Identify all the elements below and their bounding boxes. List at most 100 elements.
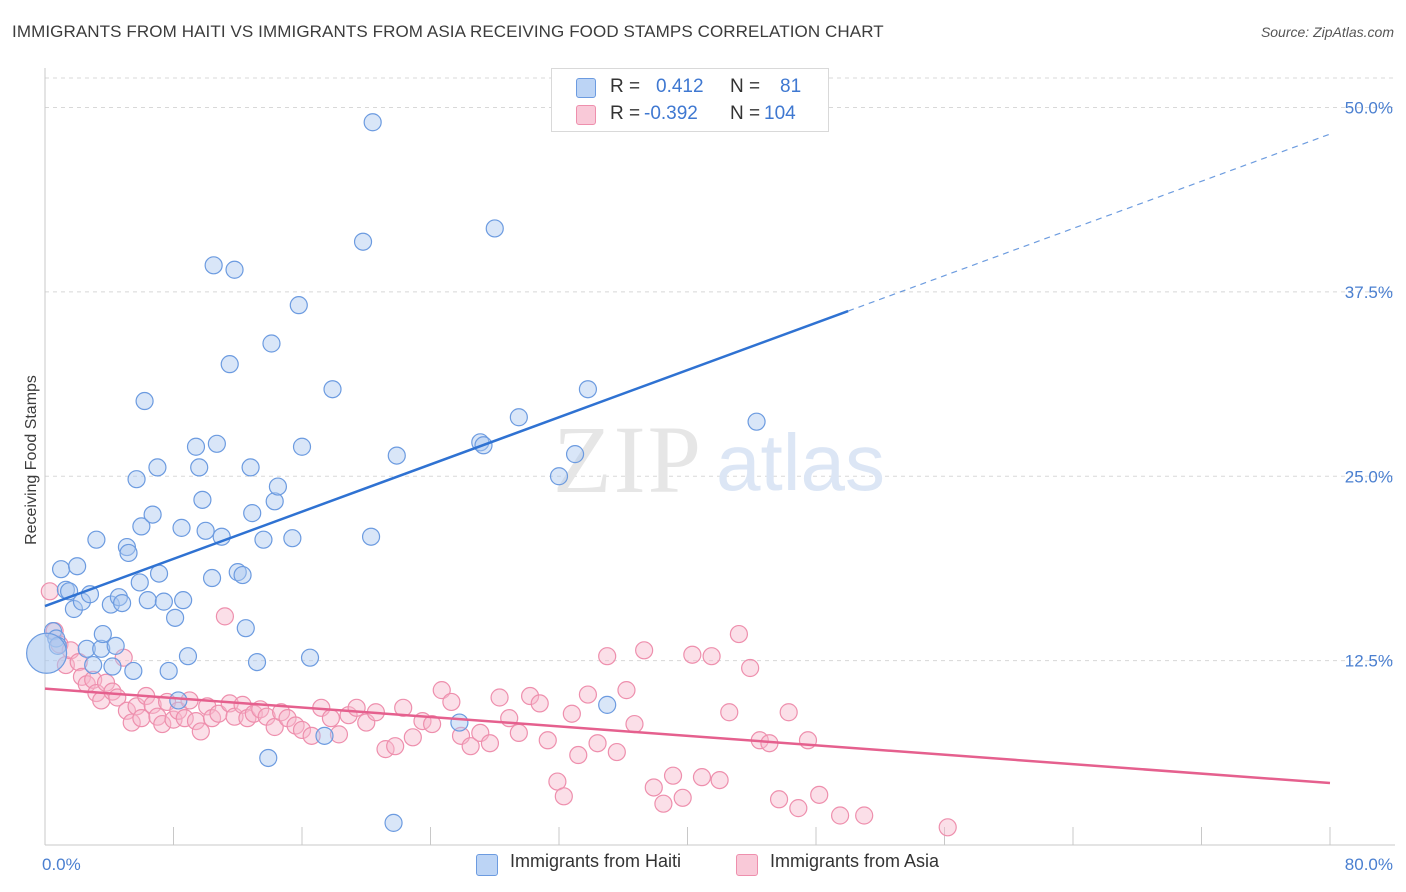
asia-point — [394, 698, 413, 717]
asia-n-value: 104 — [764, 103, 796, 124]
asia-point — [169, 701, 188, 720]
asia-r-value: -0.392 — [644, 103, 698, 124]
haiti-point — [565, 445, 585, 464]
asia-n-label: N = — [730, 103, 761, 124]
asia-point — [830, 806, 850, 825]
haiti-point — [265, 492, 284, 511]
y-axis-label: Receiving Food Stamps — [23, 375, 40, 545]
asia-point — [122, 713, 141, 732]
haiti-n-value: 81 — [780, 76, 802, 97]
haiti-point — [323, 380, 342, 399]
haiti-point — [363, 113, 382, 132]
asia-point — [607, 742, 626, 762]
y-tick-label: 25.0% — [1345, 467, 1393, 486]
asia-point — [538, 731, 557, 750]
haiti-point — [202, 568, 222, 588]
legend-haiti-label: Immigrants from Haiti — [510, 851, 682, 871]
axes-layer — [44, 68, 1395, 846]
haiti-point — [148, 458, 167, 477]
tick-labels: 12.5% 25.0% 37.5% 50.0% 0.0% 80.0% — [42, 99, 1393, 875]
chart-title: IMMIGRANTS FROM HAITI VS IMMIGRANTS FROM… — [12, 22, 884, 41]
y-tick-label: 12.5% — [1345, 652, 1393, 671]
haiti-point — [127, 470, 146, 489]
haiti-point — [289, 296, 308, 315]
asia-point — [321, 709, 341, 728]
asia-point — [509, 723, 528, 743]
legend-haiti-swatch — [476, 854, 498, 876]
haiti-point — [578, 380, 598, 399]
asia-point — [729, 624, 749, 644]
asia-point — [442, 692, 461, 712]
haiti-point — [186, 437, 206, 456]
asia-point — [810, 785, 829, 804]
asia-point — [69, 652, 88, 672]
asia-point — [554, 787, 573, 806]
haiti-point — [166, 608, 185, 627]
legend-row-asia: R = -0.392 N = 104 — [552, 101, 828, 127]
asia-point — [292, 720, 312, 740]
haiti-point — [268, 477, 288, 496]
haiti-point — [124, 661, 143, 681]
y-tick-label: 50.0% — [1345, 99, 1393, 118]
asia-point — [617, 681, 636, 700]
asia-point — [644, 778, 663, 797]
asia-point — [654, 794, 673, 813]
asia-swatch — [576, 105, 596, 125]
asia-point — [403, 728, 422, 747]
asia-point — [938, 818, 957, 837]
legend-asia-swatch — [736, 854, 758, 876]
haiti-point — [233, 565, 252, 585]
asia-r-label: R = — [610, 103, 641, 124]
haiti-point — [169, 691, 188, 710]
asia-point — [40, 582, 59, 601]
legend-asia-label: Immigrants from Asia — [770, 851, 940, 871]
haiti-point — [509, 408, 528, 427]
asia-point — [769, 790, 789, 809]
asia-point — [103, 682, 122, 701]
haiti-point — [243, 504, 262, 523]
asia-point — [692, 768, 712, 787]
legend-row-haiti: R = 0.412 N = 81 — [552, 74, 828, 100]
haiti-point — [220, 355, 239, 374]
trend-layer — [44, 133, 1331, 785]
haiti-point — [598, 695, 617, 714]
haiti-point — [154, 592, 173, 611]
haiti-point — [193, 490, 212, 509]
haiti-point — [84, 655, 103, 675]
haiti-point — [106, 636, 125, 655]
haiti-point — [93, 624, 112, 644]
haiti-point — [353, 232, 373, 251]
haiti-point — [92, 639, 111, 658]
asia-point — [578, 685, 598, 704]
asia-point — [175, 709, 194, 728]
asia-point — [329, 725, 349, 744]
asia-point — [302, 726, 321, 745]
asia-point — [480, 734, 500, 753]
haiti-point — [132, 517, 151, 536]
asia-point — [461, 737, 480, 756]
watermark-zip: ZIP — [553, 406, 703, 513]
asia-point — [855, 806, 874, 825]
asia-point — [153, 714, 172, 734]
asia-trend-line — [44, 687, 1331, 785]
haiti-trend-line — [44, 309, 849, 608]
x-tick-label: 0.0% — [42, 855, 81, 874]
x-tick-label: 80.0% — [1345, 855, 1393, 874]
haiti-point — [207, 434, 226, 453]
asia-point — [710, 770, 729, 790]
haiti-point — [172, 518, 191, 537]
asia-point — [562, 704, 581, 723]
haiti-r-label: R = — [610, 76, 641, 97]
haiti-point — [361, 527, 381, 546]
asia-point — [635, 641, 654, 660]
asia-point — [598, 647, 617, 666]
source-note: Source: ZipAtlas.com — [1260, 24, 1394, 40]
haiti-point — [190, 458, 209, 477]
asia-point — [588, 734, 607, 753]
watermark: ZIP atlas — [553, 406, 885, 513]
haiti-point — [247, 652, 267, 672]
asia-point — [191, 722, 210, 741]
haiti-point — [259, 748, 278, 768]
haiti-point — [384, 813, 403, 832]
asia-point — [432, 681, 451, 700]
